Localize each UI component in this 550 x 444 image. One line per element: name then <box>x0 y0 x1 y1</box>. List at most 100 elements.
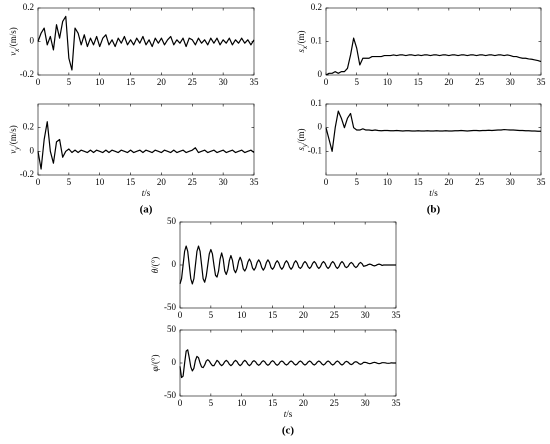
y-label-unit: /(m/s) <box>8 125 18 147</box>
x-tick-label: 20 <box>157 77 167 87</box>
x-tick-label: 5 <box>209 310 214 320</box>
x-tick-label: 20 <box>299 310 309 320</box>
x-tick-label: 10 <box>237 398 247 408</box>
y-tick-label: 0 <box>30 36 35 46</box>
x-tick-label: 20 <box>299 398 309 408</box>
y-axis-label: φ/(°) <box>150 354 160 371</box>
axes-box <box>325 103 542 176</box>
x-tick-label: 5 <box>67 177 72 187</box>
data-line <box>179 245 396 285</box>
y-tick-label: 0.2 <box>23 122 34 132</box>
x-tick-label: 25 <box>475 77 485 87</box>
x-tick-label: 10 <box>383 77 393 87</box>
x-tick-label: 25 <box>330 398 340 408</box>
x-tick-label: 15 <box>126 77 136 87</box>
y-axis-label: vx/(m/s) <box>8 27 21 56</box>
panel-caption: (b) <box>427 204 441 216</box>
x-tick-label: 35 <box>250 177 260 187</box>
y-tick-label: 0 <box>318 122 323 132</box>
y-label-subscript: x <box>301 45 309 50</box>
y-label-symbol: s <box>296 147 306 151</box>
y-label-subscript: y <box>301 143 309 148</box>
data-line <box>325 110 541 152</box>
x-tick-label: 10 <box>237 310 247 320</box>
x-tick-label: 0 <box>36 177 41 187</box>
y-axis-label: sx/(m) <box>296 30 309 52</box>
x-tick-label: 35 <box>537 177 547 187</box>
y-label-unit: /(m/s) <box>8 27 18 49</box>
y-label-unit: /(m) <box>296 30 306 46</box>
y-label-subscript: x <box>13 48 21 53</box>
x-tick-label: 35 <box>392 398 402 408</box>
x-label-unit: /s <box>286 409 293 419</box>
y-label-symbol: v <box>8 52 18 56</box>
data-line <box>37 15 255 71</box>
x-tick-label: 15 <box>126 177 136 187</box>
y-tick-label: 0 <box>172 357 177 367</box>
y-tick-label: -50 <box>164 302 176 312</box>
y-axis-label: sy/(m) <box>296 128 309 150</box>
panel-caption: (a) <box>140 204 153 216</box>
axes-box <box>37 103 255 176</box>
x-tick-label: 0 <box>324 177 329 187</box>
x-tick-label: 30 <box>506 77 516 87</box>
y-tick-label: 0.2 <box>23 2 34 12</box>
y-label-symbol: φ <box>150 367 160 372</box>
y-tick-label: 50 <box>167 216 177 226</box>
x-tick-label: 0 <box>178 398 183 408</box>
x-tick-label: 0 <box>36 77 41 87</box>
y-tick-label: -50 <box>164 390 176 400</box>
y-label-subscript: y <box>13 146 21 151</box>
x-tick-label: 5 <box>354 77 359 87</box>
y-label-symbol: v <box>8 150 18 154</box>
x-tick-label: 25 <box>188 177 198 187</box>
x-axis-label: t/s <box>284 409 293 419</box>
y-tick-label: 0.2 <box>311 2 322 12</box>
x-tick-label: 5 <box>354 177 359 187</box>
y-tick-label: -0.2 <box>20 169 34 179</box>
y-label-unit: /(m) <box>296 128 306 144</box>
x-tick-label: 25 <box>330 310 340 320</box>
panel-caption: (c) <box>282 425 295 437</box>
data-line <box>325 37 542 76</box>
y-tick-label: 0 <box>30 145 35 155</box>
y-tick-label: 50 <box>167 324 177 334</box>
x-tick-label: 25 <box>475 177 485 187</box>
x-tick-label: 5 <box>67 77 72 87</box>
axes-box <box>179 221 397 309</box>
x-tick-label: 30 <box>361 310 371 320</box>
x-tick-label: 25 <box>188 77 198 87</box>
x-tick-label: 35 <box>250 77 260 87</box>
y-label-unit: /(°) <box>150 257 160 269</box>
y-axis-label: vy/(m/s) <box>8 125 21 154</box>
x-tick-label: 15 <box>268 398 278 408</box>
x-label-unit: /s <box>144 188 151 198</box>
x-tick-label: 0 <box>178 310 183 320</box>
y-tick-label: -0.1 <box>308 145 322 155</box>
x-axis-label: t/s <box>429 188 438 198</box>
x-tick-label: 5 <box>209 398 214 408</box>
x-tick-label: 35 <box>392 310 402 320</box>
y-tick-label: 0.1 <box>311 98 322 108</box>
y-tick-label: -0.2 <box>20 69 34 79</box>
y-tick-label: 0.1 <box>311 36 322 46</box>
x-tick-label: 35 <box>537 77 547 87</box>
x-tick-label: 0 <box>324 77 329 87</box>
x-tick-label: 20 <box>444 77 454 87</box>
x-tick-label: 15 <box>268 310 278 320</box>
x-tick-label: 30 <box>219 177 229 187</box>
y-tick-label: 0 <box>318 69 323 79</box>
y-label-symbol: s <box>296 49 306 53</box>
y-axis-label: θ/(°) <box>150 257 160 274</box>
x-tick-label: 20 <box>444 177 454 187</box>
x-tick-label: 10 <box>383 177 393 187</box>
data-line <box>179 349 396 379</box>
x-tick-label: 10 <box>95 177 105 187</box>
y-tick-label: 0 <box>172 259 177 269</box>
axes-box <box>325 7 542 76</box>
x-label-symbol: t <box>429 188 432 198</box>
x-tick-label: 10 <box>95 77 105 87</box>
x-tick-label: 30 <box>361 398 371 408</box>
x-axis-label: t/s <box>142 188 151 198</box>
